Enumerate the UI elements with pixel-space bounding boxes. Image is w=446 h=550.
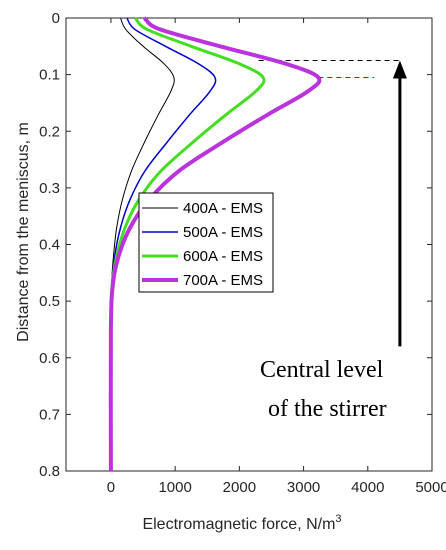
annotation-line-2: of the stirrer xyxy=(268,396,387,422)
series-line xyxy=(108,16,322,472)
y-tick-label: 0.5 xyxy=(39,293,60,310)
reference-lines xyxy=(258,59,400,78)
x-tick-label: 4000 xyxy=(351,479,384,496)
legend-label: 600A - EMS xyxy=(183,248,263,265)
y-axis-label: Distance from the meniscus, m xyxy=(15,122,32,342)
y-tick-label: 0.3 xyxy=(39,180,60,197)
y-tick-label: 0 xyxy=(52,10,60,27)
annotation-line-1: Central level xyxy=(260,357,384,383)
legend: 400A - EMS 500A - EMS 600A - EMS 700A - EMS xyxy=(138,192,274,293)
y-tick-label: 0.6 xyxy=(39,350,60,367)
x-tick-label: 0 xyxy=(107,479,115,496)
y-tick-label: 0.4 xyxy=(39,237,60,254)
y-tick-label: 0.8 xyxy=(39,463,60,480)
annotation: Central level of the stirrer xyxy=(260,60,407,422)
y-tick-label: 0.1 xyxy=(39,67,60,84)
annotation-arrowhead xyxy=(392,60,407,79)
legend-label: 700A - EMS xyxy=(183,272,263,289)
legend-label: 400A - EMS xyxy=(183,200,263,217)
x-tick-label: 3000 xyxy=(287,479,320,496)
series-lines xyxy=(108,16,322,472)
legend-label: 500A - EMS xyxy=(183,224,263,241)
x-tick-label: 5000 xyxy=(415,479,446,496)
y-tick-label: 0.2 xyxy=(39,123,60,140)
y-tick-label: 0.7 xyxy=(39,406,60,423)
x-tick-label: 1000 xyxy=(158,479,191,496)
x-axis-label: Electromagnetic force, N/m3 xyxy=(142,513,341,533)
x-tick-label: 2000 xyxy=(223,479,256,496)
legend-box xyxy=(138,192,274,293)
axis-ticks: 0 1000 2000 3000 4000 5000 0 0.1 0.2 0.3 0.4 0.5 0.6… xyxy=(39,10,446,496)
